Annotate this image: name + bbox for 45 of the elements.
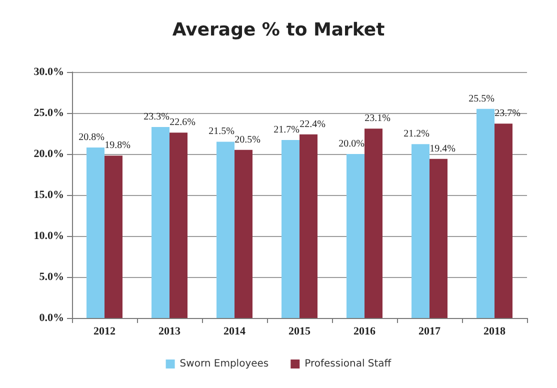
x-tick-label: 2015 bbox=[288, 326, 311, 338]
bar bbox=[170, 132, 188, 318]
legend-label: Professional Staff bbox=[304, 358, 392, 370]
data-label: 23.1% bbox=[364, 113, 390, 124]
data-label: 21.2% bbox=[404, 128, 430, 140]
bar bbox=[364, 128, 382, 318]
x-tick-label: 2012 bbox=[94, 326, 116, 338]
data-label: 23.7% bbox=[494, 108, 520, 120]
bar bbox=[282, 140, 300, 318]
data-label: 21.7% bbox=[274, 124, 300, 136]
bar bbox=[494, 124, 512, 318]
data-label: 25.5% bbox=[468, 93, 494, 104]
data-label: 20.5% bbox=[234, 134, 260, 146]
y-tick-label: 10.0% bbox=[34, 230, 64, 242]
y-tick-label: 25.0% bbox=[34, 107, 64, 119]
y-tick-label: 0.0% bbox=[39, 312, 64, 324]
y-tick-label: 15.0% bbox=[34, 189, 64, 201]
data-label: 22.4% bbox=[300, 118, 326, 130]
bar bbox=[86, 147, 104, 318]
x-tick-label: 2013 bbox=[158, 326, 181, 338]
data-label: 20.8% bbox=[78, 132, 104, 143]
data-label: 21.5% bbox=[208, 126, 234, 138]
x-tick-label: 2017 bbox=[418, 326, 441, 338]
bar bbox=[152, 126, 170, 318]
data-label: 19.8% bbox=[104, 140, 130, 152]
bar bbox=[216, 142, 234, 318]
bar bbox=[234, 150, 252, 318]
data-label: 19.4% bbox=[430, 143, 456, 154]
data-label: 20.0% bbox=[338, 138, 364, 150]
data-label: 22.6% bbox=[170, 117, 196, 128]
y-tick-label: 30.0% bbox=[34, 66, 64, 78]
bar bbox=[104, 156, 122, 318]
y-tick-label: 5.0% bbox=[39, 271, 64, 283]
x-tick-label: 2016 bbox=[354, 326, 376, 338]
bar bbox=[412, 144, 430, 318]
legend-label: Sworn Employees bbox=[180, 358, 269, 370]
bar bbox=[300, 134, 318, 318]
chart-title: Average % to Market bbox=[172, 20, 386, 40]
x-tick-label: 2014 bbox=[224, 326, 246, 338]
bar bbox=[430, 158, 448, 318]
bar bbox=[476, 108, 494, 318]
x-tick-label: 2018 bbox=[484, 326, 506, 338]
y-tick-label: 20.0% bbox=[34, 148, 64, 160]
data-label: 23.3% bbox=[144, 111, 170, 122]
bar bbox=[346, 154, 364, 318]
